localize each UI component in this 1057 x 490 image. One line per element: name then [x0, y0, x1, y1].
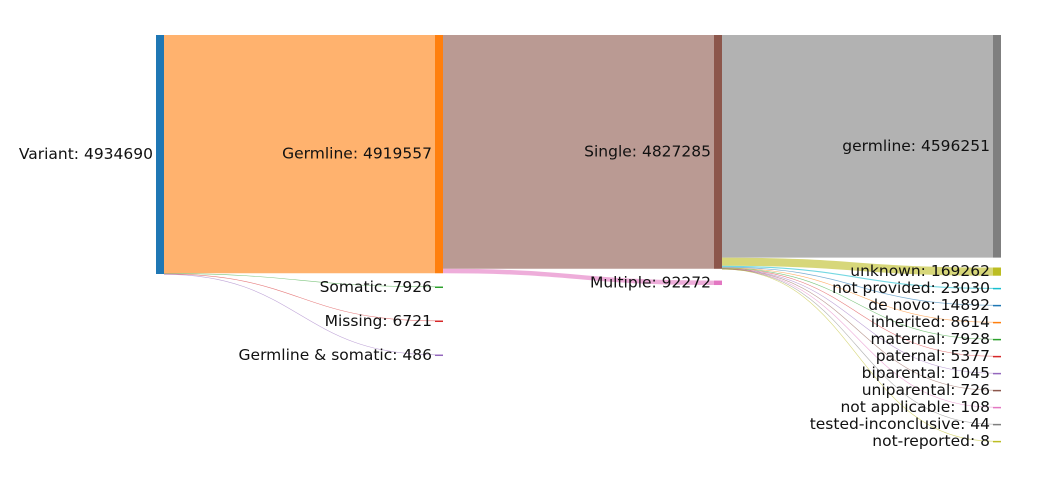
link-variant-somatic — [163, 273, 436, 288]
link-variant-missing — [163, 273, 436, 322]
links-layer — [163, 34, 994, 442]
node-o_notprov — [993, 287, 1001, 290]
link-variant-germ_som — [163, 273, 436, 356]
link-single-o_biparental — [721, 268, 994, 374]
node-multiple — [714, 280, 722, 286]
label-o_maternal: maternal: 7928 — [870, 330, 990, 348]
node-o_notapplicable — [993, 406, 1001, 409]
label-o_testedinc: tested-inconclusive: 44 — [810, 415, 990, 433]
node-o_germline — [993, 35, 1001, 258]
node-o_biparental — [993, 372, 1001, 375]
node-o_testedinc — [993, 423, 1001, 426]
label-o_inherited: inherited: 8614 — [871, 313, 990, 331]
link-single-o_notprov — [721, 265, 994, 289]
label-o_notprov: not provided: 23030 — [832, 279, 990, 297]
node-germline — [435, 35, 443, 274]
label-o_paternal: paternal: 5377 — [876, 347, 990, 365]
nodes-layer — [156, 35, 1001, 443]
label-germ_som: Germline & somatic: 486 — [239, 346, 432, 364]
label-o_denovo: de novo: 14892 — [868, 296, 990, 314]
node-o_notreported — [993, 440, 1001, 443]
label-o_biparental: biparental: 1045 — [862, 364, 990, 382]
node-o_unknown — [993, 267, 1001, 276]
label-single: Single: 4827285 — [584, 142, 711, 160]
node-o_maternal — [993, 338, 1001, 341]
node-variant — [156, 35, 164, 274]
label-germline: Germline: 4919557 — [282, 145, 432, 163]
label-missing: Missing: 6721 — [325, 312, 432, 330]
link-single-o_paternal — [721, 268, 994, 357]
node-single — [714, 35, 722, 269]
label-o_notapplicable: not applicable: 108 — [840, 398, 990, 416]
node-missing — [435, 320, 443, 323]
link-germline-multiple — [442, 268, 715, 286]
link-single-o_unknown — [721, 257, 994, 276]
label-multiple: Multiple: 92272 — [590, 273, 711, 291]
label-o_germline: germline: 4596251 — [842, 137, 990, 155]
link-single-o_inherited — [721, 267, 994, 323]
link-single-o_denovo — [721, 266, 994, 306]
link-single-o_notreported — [721, 268, 994, 442]
label-variant: Variant: 4934690 — [19, 145, 153, 163]
label-o_unknown: unknown: 169262 — [850, 262, 990, 280]
node-germ_som — [435, 354, 443, 357]
link-single-o_uniparental — [721, 268, 994, 391]
node-o_paternal — [993, 355, 1001, 358]
label-o_notreported: not-reported: 8 — [872, 432, 990, 450]
node-o_inherited — [993, 321, 1001, 324]
label-somatic: Somatic: 7926 — [320, 278, 432, 296]
label-o_uniparental: uniparental: 726 — [862, 381, 990, 399]
node-somatic — [435, 286, 443, 289]
node-o_denovo — [993, 304, 1001, 307]
link-single-o_notapplicable — [721, 268, 994, 408]
node-o_uniparental — [993, 389, 1001, 392]
link-single-o_maternal — [721, 268, 994, 340]
labels-layer: Variant: 4934690 Germline: 4919557 Somatic… — [19, 137, 990, 450]
link-single-o_testedinc — [721, 268, 994, 425]
